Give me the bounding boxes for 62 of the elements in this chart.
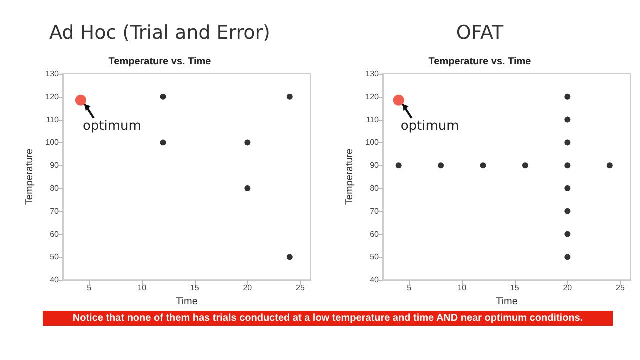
y-tick-label: 60 [370,230,380,239]
y-tick-label: 50 [370,252,380,262]
y-tick-label: 130 [366,70,380,78]
annotation: optimum [82,119,142,134]
point [606,162,613,169]
point [396,162,402,169]
y-tick-label: 130 [46,70,60,78]
y-tick-label: 100 [366,138,380,148]
chart-subtitle: Temperature vs. Time [428,56,532,68]
point [160,140,166,146]
x-tick-label: 10 [138,284,148,293]
text: Notice that none of them has trials conducted at a low temperature and time AND near optimum conditions. [43,311,613,326]
point [564,116,571,123]
x-tick-label: 5 [407,284,412,293]
y-tick-label: 70 [50,206,60,216]
chart-title: OFAT [455,22,505,44]
chart-title: Ad Hoc (Trial and Error) [48,22,272,44]
x-tick-label: 15 [190,284,200,293]
point [286,94,293,100]
x-tick-label: 25 [616,284,626,293]
point [438,162,444,169]
y-tick-label: 40 [50,276,60,285]
point [286,254,293,260]
x-tick-label: 10 [458,284,468,293]
y-tick-label: 90 [370,161,380,170]
point [393,94,404,106]
point [564,186,571,192]
point [244,140,251,146]
x-tick-label: 25 [296,284,306,293]
y-tick-label: 70 [370,206,380,216]
y-axis-title: Temperature [344,148,356,206]
point [564,208,571,214]
chart-subtitle: Temperature vs. Time [108,56,212,68]
x-axis-title: Time [176,296,198,308]
y-axis-title: Temperature [24,148,36,206]
point [480,162,486,169]
y-tick-label: 60 [50,230,60,239]
point [244,186,251,192]
y-tick-label: 50 [50,252,60,262]
y-tick-label: 120 [366,92,380,102]
y-tick-label: 90 [50,161,60,170]
y-tick-label: 120 [46,92,60,102]
y-tick-label: 80 [370,184,380,193]
x-tick-label: 5 [87,284,92,293]
point [564,254,571,260]
x-tick-label: 20 [243,284,253,293]
point [564,94,571,100]
point [75,94,86,106]
x-tick-label: 15 [510,284,520,293]
point [160,94,166,100]
point [522,162,528,169]
y-tick-label: 40 [370,276,380,285]
point [564,140,571,146]
annotation: optimum [400,119,460,134]
y-tick-label: 110 [366,115,380,124]
x-axis-title: Time [496,296,518,308]
y-tick-label: 80 [50,184,60,193]
point [564,162,571,169]
x-tick-label: 20 [563,284,573,293]
y-tick-label: 110 [46,115,60,124]
y-tick-label: 100 [46,138,60,148]
point [564,231,571,238]
